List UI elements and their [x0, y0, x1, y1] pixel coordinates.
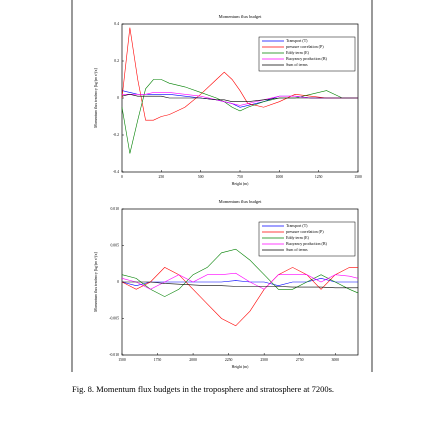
- x-tick-label: 1750: [154, 358, 162, 362]
- y-tick-label: 0.2: [114, 59, 119, 63]
- x-tick-label: 250: [158, 175, 164, 179]
- x-tick-label: 750: [237, 175, 243, 179]
- x-axis-label: Height (m): [232, 182, 250, 186]
- y-tick-label: 0.4: [114, 22, 119, 26]
- x-tick-label: 500: [198, 175, 204, 179]
- legend-label: Sum of terms: [286, 62, 308, 67]
- chart-title: Momentum flux budget: [219, 14, 262, 19]
- series-line: [121, 93, 358, 102]
- x-tick-label: 1250: [315, 175, 323, 179]
- x-axis-label: Height (m): [232, 365, 250, 369]
- x-tick-label: 0: [121, 175, 123, 179]
- x-tick-label: 2750: [296, 358, 304, 362]
- series-line: [121, 278, 358, 286]
- x-tick-label: 1500: [118, 358, 126, 362]
- y-tick-label: -0.4: [113, 170, 119, 174]
- chart-title: Momentum flux budget: [219, 199, 262, 204]
- y-tick-label: 0: [117, 96, 119, 100]
- x-tick-label: 3000: [331, 358, 339, 362]
- series-line: [121, 248, 359, 297]
- x-tick-label: 2000: [189, 358, 197, 362]
- legend-label: pressure correlation (P): [286, 229, 324, 234]
- legend-label: Eddy term (E): [286, 235, 310, 240]
- y-tick-label: -0.005: [109, 316, 119, 320]
- legend-label: Buoyancy production (B): [286, 56, 328, 61]
- x-tick-label: 2500: [260, 358, 268, 362]
- legend-label: Transport (T): [286, 223, 308, 228]
- y-tick-label: 0.010: [110, 207, 119, 211]
- y-axis-label: Momentum flux tendency [kg/(m s²)/s]: [94, 68, 98, 127]
- legend-label: Buoyancy production (B): [286, 241, 328, 246]
- x-tick-label: 2250: [225, 358, 233, 362]
- y-tick-label: -0.2: [113, 133, 119, 137]
- legend-label: Eddy term (E): [286, 50, 310, 55]
- y-axis-label: Momentum flux tendency [kg/(m s²)/s]: [94, 252, 98, 311]
- y-tick-label: -0.010: [109, 353, 119, 357]
- series-line: [122, 281, 358, 289]
- x-tick-label: 1500: [354, 175, 362, 179]
- y-tick-label: 0: [117, 280, 119, 284]
- series-line: [121, 267, 358, 327]
- y-tick-label: 0.005: [110, 243, 119, 247]
- series-line: [122, 92, 358, 106]
- legend-label: Transport (T): [286, 38, 308, 43]
- legend-label: pressure correlation (P): [286, 44, 324, 49]
- series-line: [121, 90, 358, 108]
- x-tick-label: 1000: [276, 175, 284, 179]
- caption: Fig. 8. Momentum flux budgets in the tro…: [72, 384, 335, 394]
- legend-label: Sum of terms: [286, 247, 308, 252]
